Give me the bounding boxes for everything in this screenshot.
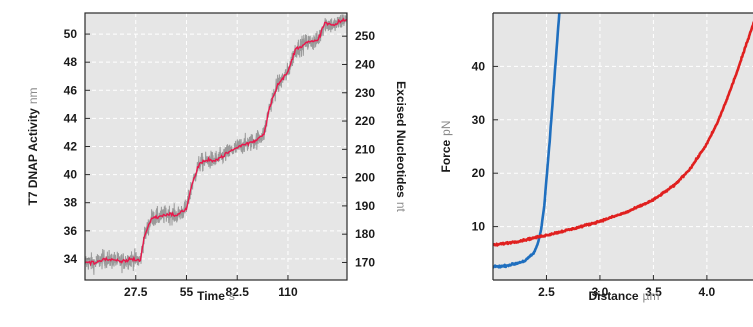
x-axis-title-left: Time s bbox=[197, 289, 235, 303]
gridlines-left bbox=[85, 13, 347, 280]
y-tick-label: 38 bbox=[64, 196, 78, 210]
x-tick-labels-left: 27.5 55 82.5 110 bbox=[124, 285, 298, 299]
y2-tick-label: 190 bbox=[355, 199, 375, 213]
y-axis-title-right: Force pN bbox=[439, 120, 453, 172]
y2-tick-labels-left: 170 180 190 200 210 220 230 240 250 bbox=[355, 29, 375, 269]
y-tick-label: 40 bbox=[64, 168, 78, 182]
y-tick-label: 48 bbox=[64, 55, 78, 69]
x-tick-label: 82.5 bbox=[226, 285, 250, 299]
x-tick-label: 55 bbox=[180, 285, 194, 299]
x-tick-label: 2.5 bbox=[538, 285, 555, 299]
y-axis-label-right: Force bbox=[439, 140, 453, 173]
series-raw-trace bbox=[85, 13, 347, 275]
y2-tick-label: 230 bbox=[355, 86, 375, 100]
series-left bbox=[85, 13, 347, 275]
x-tick-label: 3.5 bbox=[645, 285, 662, 299]
y-tick-label: 34 bbox=[64, 252, 78, 266]
x-axis-label-right: Distance bbox=[589, 289, 639, 303]
series-filtered-trace bbox=[85, 17, 347, 267]
y-tick-label: 36 bbox=[64, 224, 78, 238]
gridlines-right bbox=[493, 13, 753, 280]
y-tick-label: 20 bbox=[472, 166, 486, 180]
x-axis-unit-right: µm bbox=[643, 289, 660, 303]
y2-axis-unit-left: nt bbox=[394, 202, 408, 213]
chart-right: 2.5 3.0 3.5 4.0 10 20 30 40 Distance µm Force pN bbox=[439, 12, 753, 303]
series-red-curve bbox=[493, 20, 753, 247]
y-axis-unit-left: nm bbox=[26, 87, 40, 104]
x-axis-unit-left: s bbox=[229, 289, 235, 303]
series-blue-curve bbox=[493, 13, 561, 269]
y-axis-unit-right: pN bbox=[439, 120, 453, 135]
y-tick-label: 42 bbox=[64, 140, 78, 154]
x-axis-title-right: Distance µm bbox=[589, 289, 660, 303]
y2-tick-label: 250 bbox=[355, 29, 375, 43]
x-tick-label: 3.0 bbox=[592, 285, 609, 299]
x-tick-label: 27.5 bbox=[124, 285, 148, 299]
y-tick-label: 46 bbox=[64, 83, 78, 97]
y-tick-label: 44 bbox=[64, 111, 78, 125]
y-tick-label: 50 bbox=[64, 27, 78, 41]
y2-tick-label: 210 bbox=[355, 142, 375, 156]
y-axis-label-left: T7 DNAP Activity bbox=[26, 108, 40, 206]
y2-tick-label: 180 bbox=[355, 227, 375, 241]
y2-tick-label: 220 bbox=[355, 114, 375, 128]
series-right bbox=[493, 13, 753, 269]
x-tick-label: 110 bbox=[278, 285, 298, 299]
y-axis-title-left: T7 DNAP Activity nm bbox=[26, 87, 40, 205]
y2-tick-label: 200 bbox=[355, 171, 375, 185]
y-tick-label: 40 bbox=[472, 59, 486, 73]
y2-axis-title-left: Excised Nucleotides nt bbox=[394, 81, 408, 212]
y-tick-labels-left: 34 36 38 40 42 44 46 48 50 bbox=[64, 27, 78, 266]
plot-frame-left bbox=[84, 12, 348, 281]
x-tick-labels-right: 2.5 3.0 3.5 4.0 bbox=[538, 285, 715, 299]
y2-axis-label-left: Excised Nucleotides bbox=[394, 81, 408, 198]
y-tick-label: 30 bbox=[472, 113, 486, 127]
plot-area-left bbox=[85, 13, 347, 280]
x-tick-label: 4.0 bbox=[699, 285, 716, 299]
ticks-right bbox=[493, 65, 708, 280]
y-tick-labels-right: 10 20 30 40 bbox=[472, 59, 486, 233]
y2-tick-label: 170 bbox=[355, 255, 375, 269]
x-axis-label-left: Time bbox=[197, 289, 225, 303]
y-tick-label: 10 bbox=[472, 220, 486, 234]
y2-tick-label: 240 bbox=[355, 57, 375, 71]
